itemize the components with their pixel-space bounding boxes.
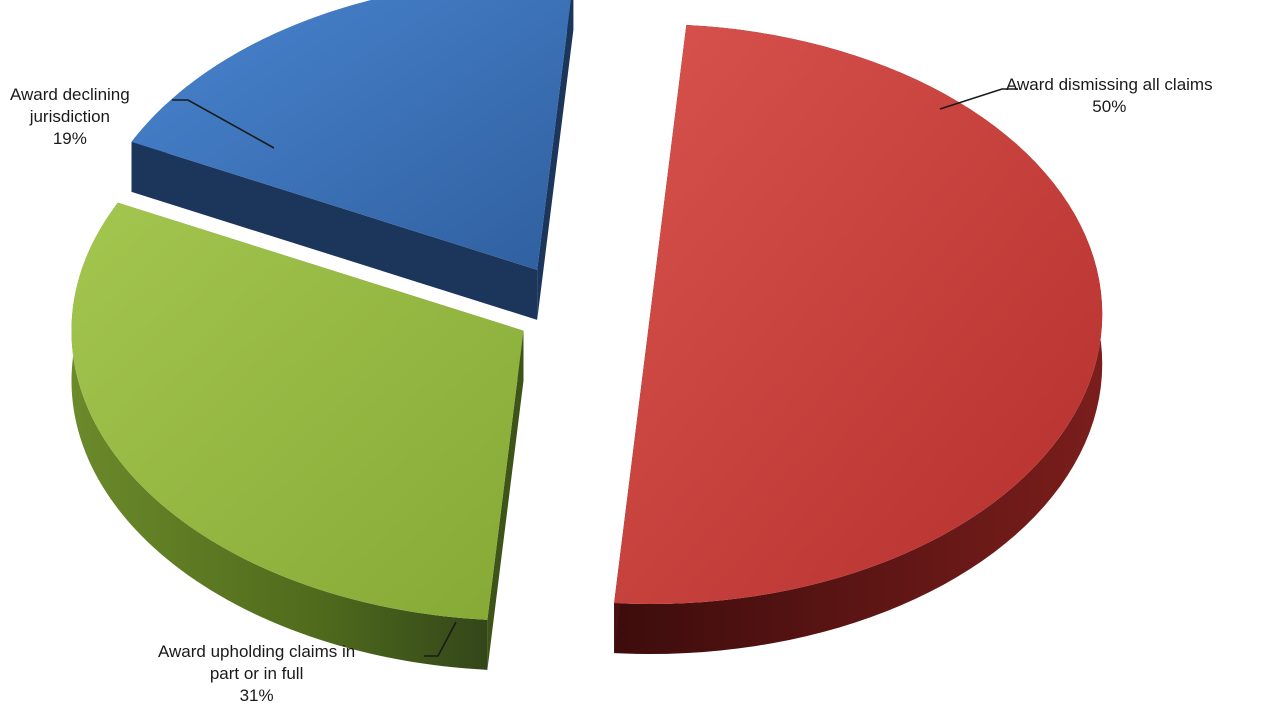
leader-line-dismissing — [939, 88, 1018, 110]
slice-upholding — [71, 202, 524, 670]
label-upholding-name-1: Award upholding claims in — [158, 642, 356, 661]
slice-declining-face-1 — [537, 0, 574, 320]
leader-line-upholding — [424, 621, 457, 657]
slice-dismissing — [614, 24, 1103, 655]
slice-declining-face-0 — [131, 141, 538, 320]
label-upholding-name-2: part or in full — [209, 664, 304, 683]
label-dismissing-value: 50% — [1092, 97, 1127, 116]
label-declining-value: 19% — [52, 129, 87, 148]
label-dismissing-name: Award dismissing all claims — [1006, 75, 1213, 94]
slice-upholding-face-0 — [487, 330, 524, 670]
slice-dismissing-top — [614, 24, 1103, 605]
slice-declining-top — [131, 0, 571, 270]
slice-upholding-side — [71, 202, 488, 670]
label-dismissing: Award dismissing all claims 50% — [1006, 74, 1213, 118]
label-declining-name-2: jurisdiction — [29, 107, 111, 126]
label-declining: Award declining jurisdiction 19% — [10, 84, 130, 150]
label-upholding: Award upholding claims in part or in ful… — [158, 641, 355, 707]
label-declining-name-1: Award declining — [10, 85, 130, 104]
slice-declining — [131, 0, 574, 320]
slice-upholding-top — [71, 202, 524, 620]
leader-line-declining — [172, 99, 275, 149]
label-upholding-value: 31% — [239, 686, 274, 705]
